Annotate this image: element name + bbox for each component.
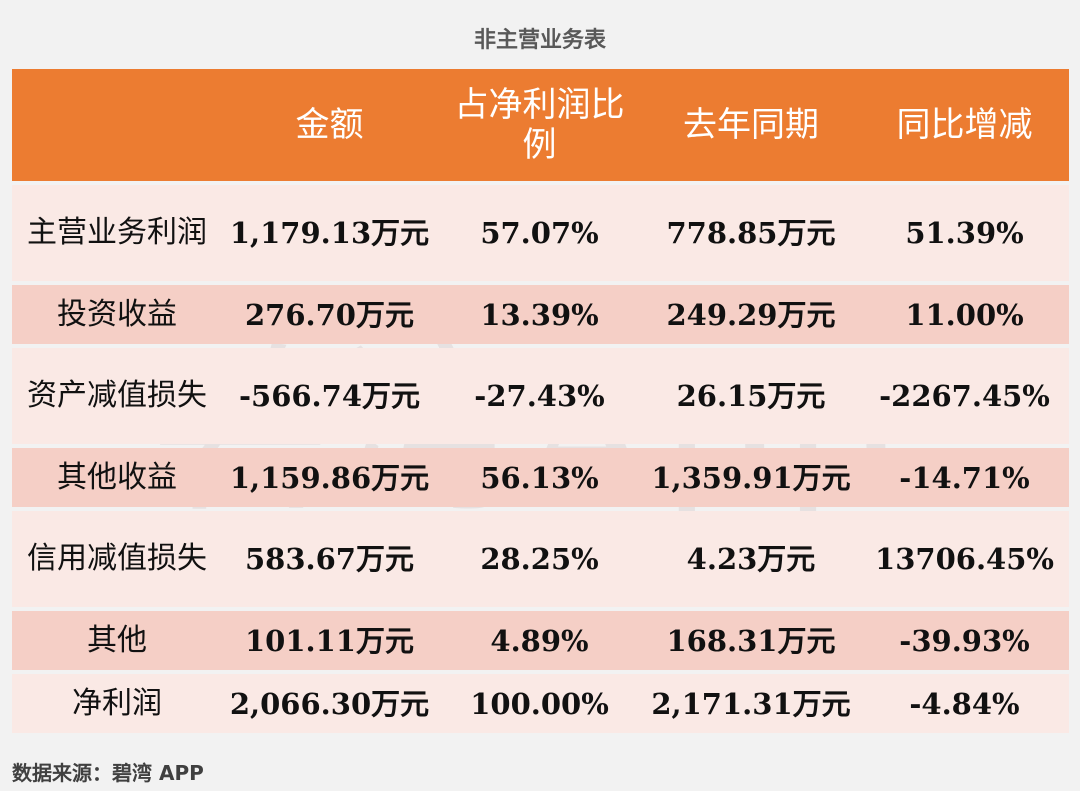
cell-yoy: 11.00% (860, 285, 1069, 344)
column-header-amount: 金额 (222, 69, 437, 181)
data-table: 金额 占净利润比例 去年同期 同比增减 主营业务利润 1,179.13万元 57… (12, 65, 1069, 737)
row-label: 其他 (12, 611, 222, 670)
cell-amount: 1,179.13万元 (222, 185, 437, 281)
table-row: 其他收益 1,159.86万元 56.13% 1,359.91万元 -14.71… (12, 448, 1069, 507)
cell-yoy: -2267.45% (860, 348, 1069, 444)
row-label: 资产减值损失 (12, 348, 222, 444)
cell-prior: 4.23万元 (642, 511, 860, 607)
cell-share: 56.13% (437, 448, 642, 507)
cell-share: -27.43% (437, 348, 642, 444)
data-source-note: 数据来源：碧湾 APP (12, 761, 204, 785)
column-header-prior: 去年同期 (642, 69, 860, 181)
cell-yoy: -39.93% (860, 611, 1069, 670)
cell-amount: 583.67万元 (222, 511, 437, 607)
cell-amount: 276.70万元 (222, 285, 437, 344)
cell-yoy: 13706.45% (860, 511, 1069, 607)
cell-share: 4.89% (437, 611, 642, 670)
cell-share: 13.39% (437, 285, 642, 344)
cell-yoy: 51.39% (860, 185, 1069, 281)
column-header-yoy: 同比增减 (860, 69, 1069, 181)
table-title: 非主营业务表 (473, 28, 606, 53)
row-label: 主营业务利润 (12, 185, 222, 281)
cell-amount: 1,159.86万元 (222, 448, 437, 507)
table-row: 净利润 2,066.30万元 100.00% 2,171.31万元 -4.84% (12, 674, 1069, 733)
table-row: 主营业务利润 1,179.13万元 57.07% 778.85万元 51.39% (12, 185, 1069, 281)
row-label: 净利润 (12, 674, 222, 733)
row-label: 其他收益 (12, 448, 222, 507)
cell-prior: 778.85万元 (642, 185, 860, 281)
header-row: 金额 占净利润比例 去年同期 同比增减 (12, 69, 1069, 181)
cell-prior: 249.29万元 (642, 285, 860, 344)
table-row: 投资收益 276.70万元 13.39% 249.29万元 11.00% (12, 285, 1069, 344)
table-row: 其他 101.11万元 4.89% 168.31万元 -39.93% (12, 611, 1069, 670)
row-label: 投资收益 (12, 285, 222, 344)
row-label: 信用减值损失 (12, 511, 222, 607)
cell-yoy: -14.71% (860, 448, 1069, 507)
column-header-share: 占净利润比例 (437, 69, 642, 181)
table-row: 资产减值损失 -566.74万元 -27.43% 26.15万元 -2267.4… (12, 348, 1069, 444)
cell-amount: 101.11万元 (222, 611, 437, 670)
table-row: 信用减值损失 583.67万元 28.25% 4.23万元 13706.45% (12, 511, 1069, 607)
column-header-blank (12, 69, 222, 181)
cell-share: 57.07% (437, 185, 642, 281)
cell-amount: -566.74万元 (222, 348, 437, 444)
cell-prior: 26.15万元 (642, 348, 860, 444)
cell-amount: 2,066.30万元 (222, 674, 437, 733)
cell-share: 28.25% (437, 511, 642, 607)
cell-prior: 1,359.91万元 (642, 448, 860, 507)
cell-prior: 168.31万元 (642, 611, 860, 670)
cell-share: 100.00% (437, 674, 642, 733)
cell-prior: 2,171.31万元 (642, 674, 860, 733)
cell-yoy: -4.84% (860, 674, 1069, 733)
